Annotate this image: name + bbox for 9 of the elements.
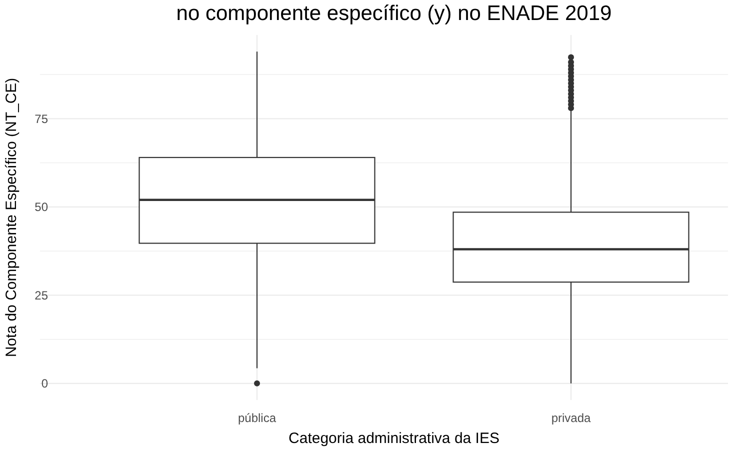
x-axis-title: Categoria administrativa da IES xyxy=(288,430,500,447)
y-tick-label: 75 xyxy=(34,112,48,126)
chart-title: no componente específico (y) no ENADE 2019 xyxy=(176,2,612,25)
y-tick-label: 25 xyxy=(34,288,48,302)
y-axis-title: Nota do Componente Específico (NT_CE) xyxy=(3,78,20,358)
x-tick-label: pública xyxy=(238,411,276,425)
y-tick-label: 0 xyxy=(41,376,48,391)
x-tick-label: privada xyxy=(551,411,592,425)
y-tick-label: 50 xyxy=(34,200,48,214)
